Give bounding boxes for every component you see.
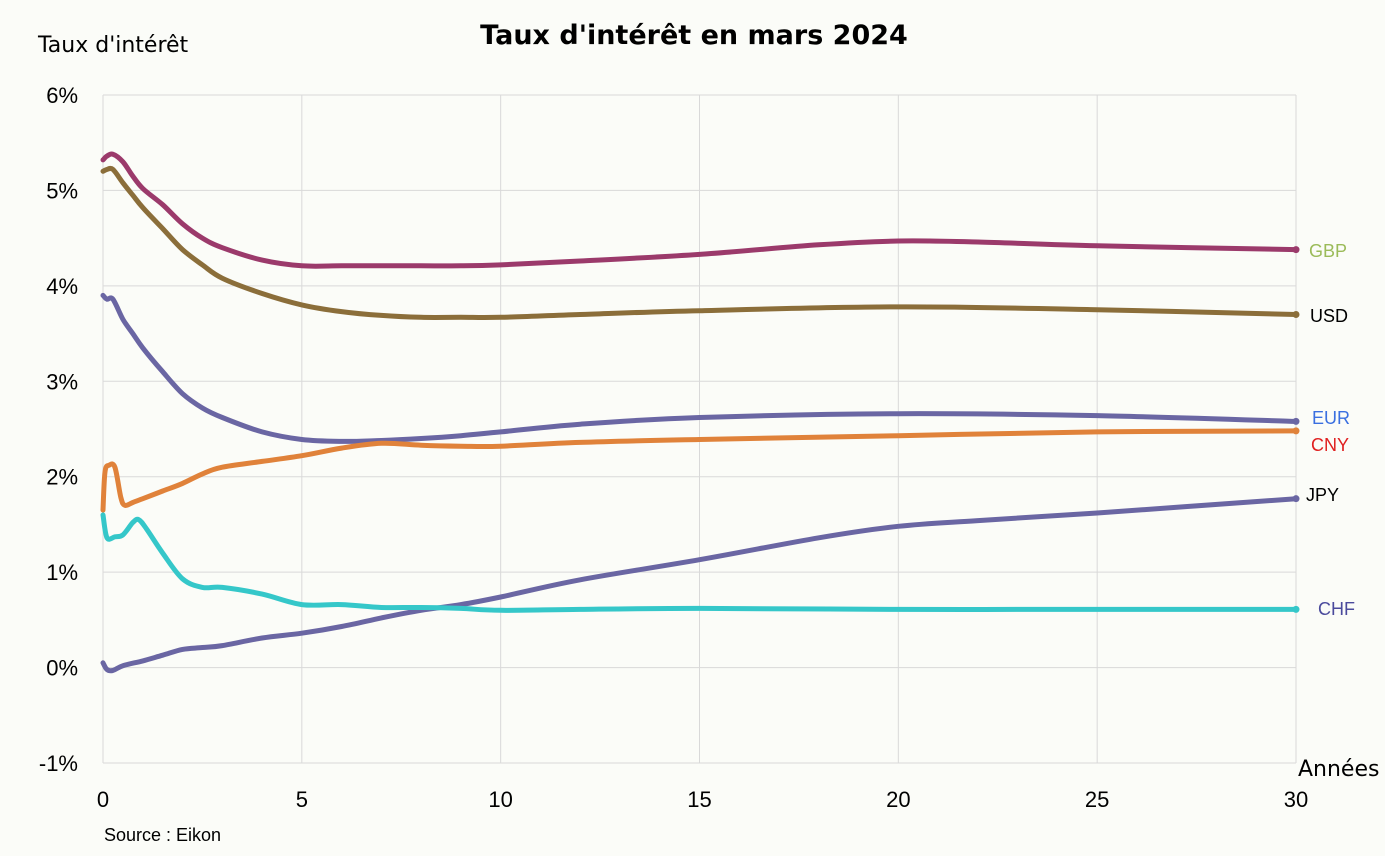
x-tick-label: 5 — [296, 787, 308, 812]
x-tick-labels: 0 5 10 15 20 25 30 — [97, 787, 1308, 812]
series-line-gbp — [100, 151, 1299, 269]
y-tick-label: 6% — [46, 83, 78, 108]
series-end-marker-jpy — [1292, 495, 1300, 503]
y-tick-label: 1% — [46, 560, 78, 585]
series-label-eur: EUR — [1312, 408, 1350, 428]
series-label-usd: USD — [1310, 306, 1348, 326]
series-end-marker-gbp — [1292, 246, 1300, 254]
y-tick-label: 2% — [46, 465, 78, 490]
y-tick-label: 5% — [46, 178, 78, 203]
y-tick-label: 0% — [46, 656, 78, 681]
series-label-cny: CNY — [1311, 435, 1349, 455]
series-end-marker-chf — [1292, 605, 1300, 613]
x-axis-title: Années — [1298, 757, 1379, 782]
source-note: Source : Eikon — [104, 825, 221, 845]
series-line-cny — [100, 428, 1299, 513]
series-line-chf — [100, 512, 1299, 613]
series-lines — [100, 151, 1300, 674]
x-tick-label: 30 — [1284, 787, 1308, 812]
series-label-chf: CHF — [1318, 599, 1355, 619]
y-tick-label: 4% — [46, 274, 78, 299]
y-tick-label: 3% — [46, 369, 78, 394]
chart-title: Taux d'intérêt en mars 2024 — [480, 20, 908, 51]
series-line-eur — [100, 292, 1299, 444]
x-tick-label: 25 — [1085, 787, 1109, 812]
x-tick-label: 15 — [687, 787, 711, 812]
x-tick-label: 10 — [488, 787, 512, 812]
series-label-gbp: GBP — [1309, 241, 1347, 261]
series-line-usd — [100, 165, 1299, 321]
series-line-jpy — [100, 496, 1299, 674]
series-labels: GBP USD EUR CNY JPY CHF — [1306, 241, 1355, 619]
series-end-marker-eur — [1292, 417, 1300, 425]
x-tick-label: 20 — [886, 787, 910, 812]
y-tick-label: -1% — [39, 751, 78, 776]
series-end-marker-usd — [1292, 310, 1300, 318]
series-end-marker-cny — [1292, 427, 1300, 435]
series-label-jpy: JPY — [1306, 485, 1339, 505]
gridlines — [102, 94, 1297, 764]
y-tick-labels: 6% 5% 4% 3% 2% 1% 0% -1% — [39, 83, 78, 776]
y-axis-title: Taux d'intérêt — [37, 33, 189, 58]
x-tick-label: 0 — [97, 787, 109, 812]
